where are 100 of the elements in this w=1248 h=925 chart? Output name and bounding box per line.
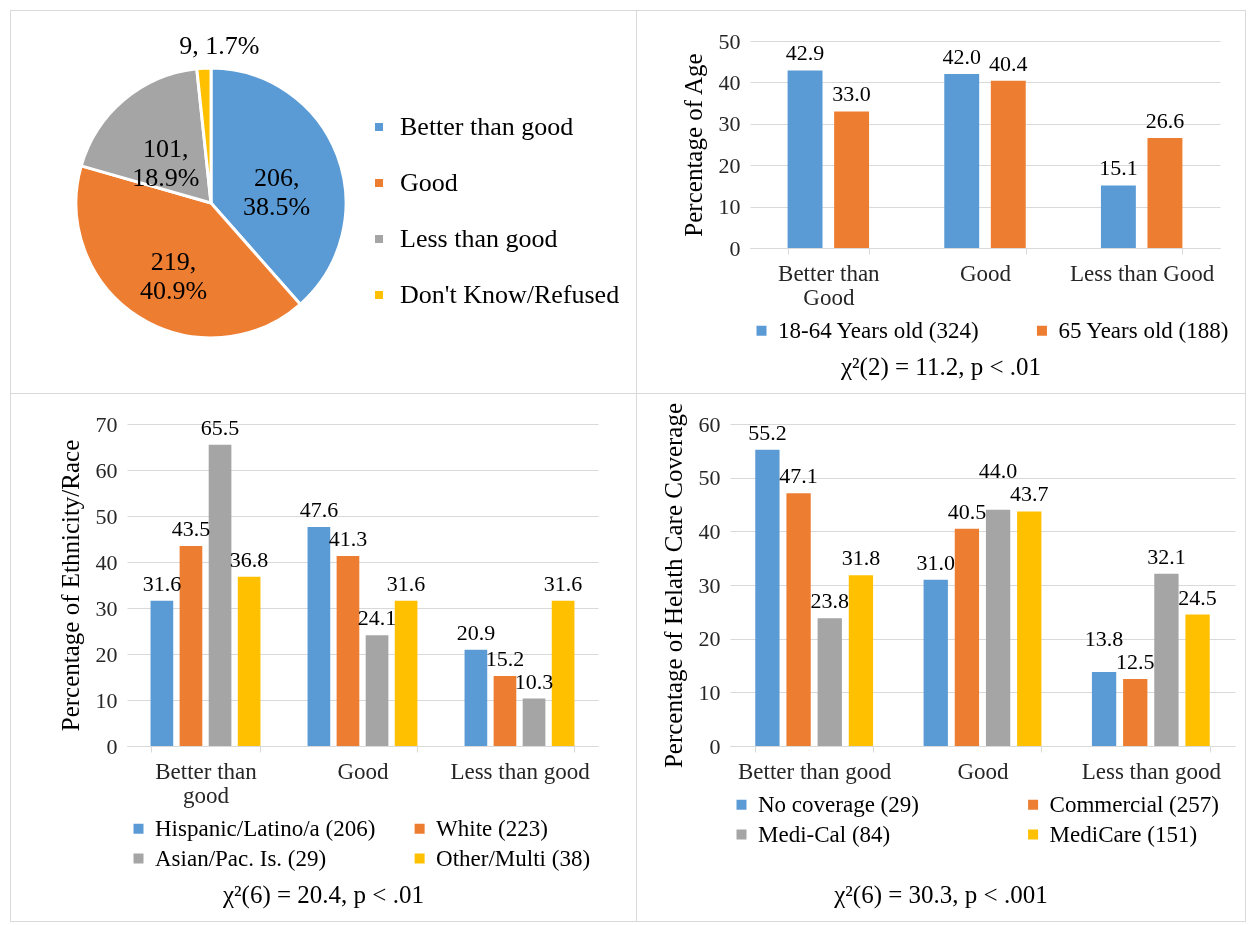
data-label: 31.8 [841,545,881,571]
bar [848,575,874,746]
data-label: 33.0 [832,81,871,107]
y-axis-title: Percentage of Ethnicity/Race [56,439,84,732]
legend-label: Commercial (257) [1049,791,1219,817]
y-tick-label: 50 [95,503,118,529]
bar [834,111,870,248]
legend-label: Asian/Pac. Is. (29) [155,845,327,871]
y-tick-label: 40 [95,549,118,575]
data-label: 65.5 [200,414,240,440]
data-label: 40.5 [947,498,987,524]
bar [1147,137,1183,248]
bar [786,493,811,746]
bar [336,556,360,746]
y-tick-label: 20 [95,641,118,667]
data-label: 44.0 [978,458,1018,484]
x-tick-label: Good [337,758,390,784]
bar [1091,671,1117,746]
data-label: 23.8 [810,588,849,614]
bar [1154,573,1179,746]
data-label: 15.1 [1099,155,1138,181]
data-label: 12.5 [1116,648,1155,674]
data-label: 26.6 [1145,107,1185,133]
bar [208,444,232,746]
y-tick-label: 10 [95,687,118,713]
bar [365,635,389,746]
y-tick-label: 60 [95,457,118,483]
y-tick-label: 30 [698,572,721,598]
data-label: 24.5 [1178,584,1217,610]
bar [954,528,980,746]
y-tick-label: 10 [718,194,741,220]
y-tick-label: 50 [698,465,721,491]
bar [237,576,261,746]
bar [394,600,418,746]
bar [944,74,980,248]
y-tick-label: 60 [698,411,721,437]
legend-label: 65 Years old (188) [1058,317,1229,343]
bar [787,70,823,248]
y-tick-label: 0 [709,733,721,759]
x-tick-label: Less than good [1081,758,1222,784]
x-tick-label: Less than Good [1069,260,1215,286]
data-label: 20.9 [456,619,496,645]
bar [755,449,780,746]
data-label: 55.2 [748,419,787,445]
x-tick-label: Good [957,758,1010,784]
bar [817,618,842,746]
legend-label: Better than good [400,112,574,141]
y-tick-label: 10 [698,679,721,705]
bar [1017,511,1042,746]
data-label: 42.9 [785,40,825,66]
data-label: 42.0 [942,44,981,70]
legend-label: Don't Know/Refused [400,280,620,309]
data-label: 31.6 [543,570,583,596]
legend-label: Good [400,168,458,197]
legend-label: White (223) [436,815,548,841]
bar [150,600,174,746]
data-label: 36.8 [229,546,269,572]
text: χ²(2) = 11.2, p < .01 [840,353,1041,381]
legend-label: Less than good [400,224,558,253]
data-label: 40.4 [989,50,1028,76]
legend-label: Hispanic/Latino/a (206) [155,815,376,841]
x-tick-label: Better than good [738,758,892,784]
data-label: 32.1 [1147,543,1186,569]
bar [551,600,575,746]
bar [1123,678,1148,746]
y-tick-label: 30 [718,111,741,137]
data-label: 47.1 [779,463,818,489]
y-tick-label: 0 [729,235,741,261]
bar [464,649,488,746]
data-label: 43.5 [171,515,211,541]
bar [985,509,1011,746]
bar [307,527,331,746]
bar [990,80,1026,248]
x-tick-label: Good [959,260,1012,286]
x-tick-label: Less than good [450,758,591,784]
y-tick-label: 70 [95,411,118,437]
y-tick-label: 20 [698,626,721,652]
y-tick-label: 50 [718,28,741,54]
legend-label: Medi-Cal (84) [758,821,891,847]
legend-label: No coverage (29) [758,791,919,817]
legend-label: MediCare (151) [1049,821,1198,847]
bar [1185,614,1210,746]
y-tick-label: 40 [718,69,741,95]
bar [923,579,948,746]
y-tick-label: 30 [95,595,118,621]
data-label: 43.7 [1010,481,1049,507]
bar [179,545,203,746]
data-label: 31.6 [386,570,426,596]
data-label: 15.2 [485,645,525,671]
legend-label: Other/Multi (38) [436,845,591,871]
text: χ²(6) = 30.3, p < .001 [834,881,1048,909]
data-label: 31.0 [916,549,955,575]
bar [1100,185,1136,248]
data-label: 13.8 [1084,625,1124,651]
data-label: 47.6 [299,497,339,523]
data-label: 9, 1.7% [179,31,260,61]
data-label: 206, 38.5% [243,163,311,222]
x-tick-label: Better than good [155,758,258,808]
y-tick-label: 20 [718,152,741,178]
y-tick-label: 40 [698,518,721,544]
